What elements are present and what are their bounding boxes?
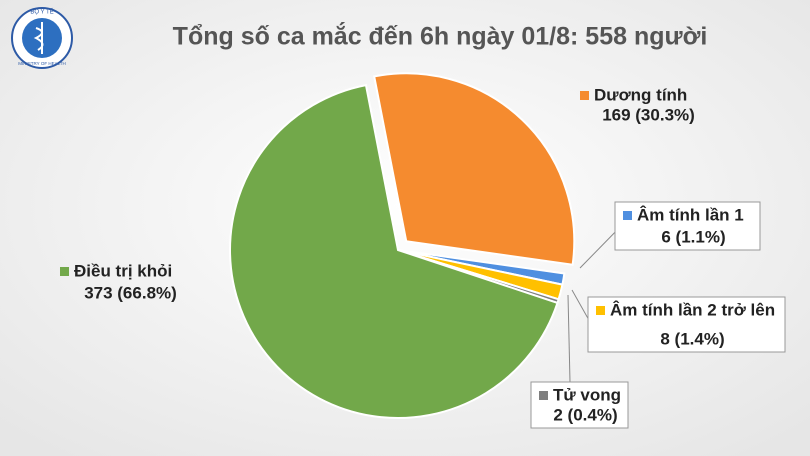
slice-value: 373 (66.8%) [84,283,177,302]
label-box [530,381,629,429]
slice-value: 8 (1.4%) [660,329,724,348]
legend-marker [539,391,548,400]
slice-value: 169 (30.3%) [602,105,695,124]
slice-name: Dương tính [594,85,687,104]
legend-marker [60,267,69,276]
leader-line [571,289,591,323]
slice-value: 2 (0.4%) [553,405,617,424]
logo: BỘ Y TẾ MINISTRY OF HEALTH [11,7,73,69]
leader-line [567,294,571,383]
legend-marker [596,306,605,315]
slice-name: Âm tính lần 2 trở lên [610,300,775,319]
logo-bottom: MINISTRY OF HEALTH [18,61,66,66]
chart-title: Tổng số ca mắc đến 6h ngày 01/8: 558 ngư… [173,21,708,51]
legend-marker [580,91,589,100]
slice-value: 6 (1.1%) [661,227,725,246]
pie-slice [229,83,559,419]
logo-top: BỘ Y TẾ [30,9,53,16]
pie-slice [373,72,576,266]
legend-marker [623,211,632,220]
label-box [587,296,786,353]
slice-name: Điều trị khỏi [74,261,172,280]
slice-name: Tử vong [553,385,621,404]
slice-name: Âm tính lần 1 [637,205,744,224]
label-box [614,201,761,251]
